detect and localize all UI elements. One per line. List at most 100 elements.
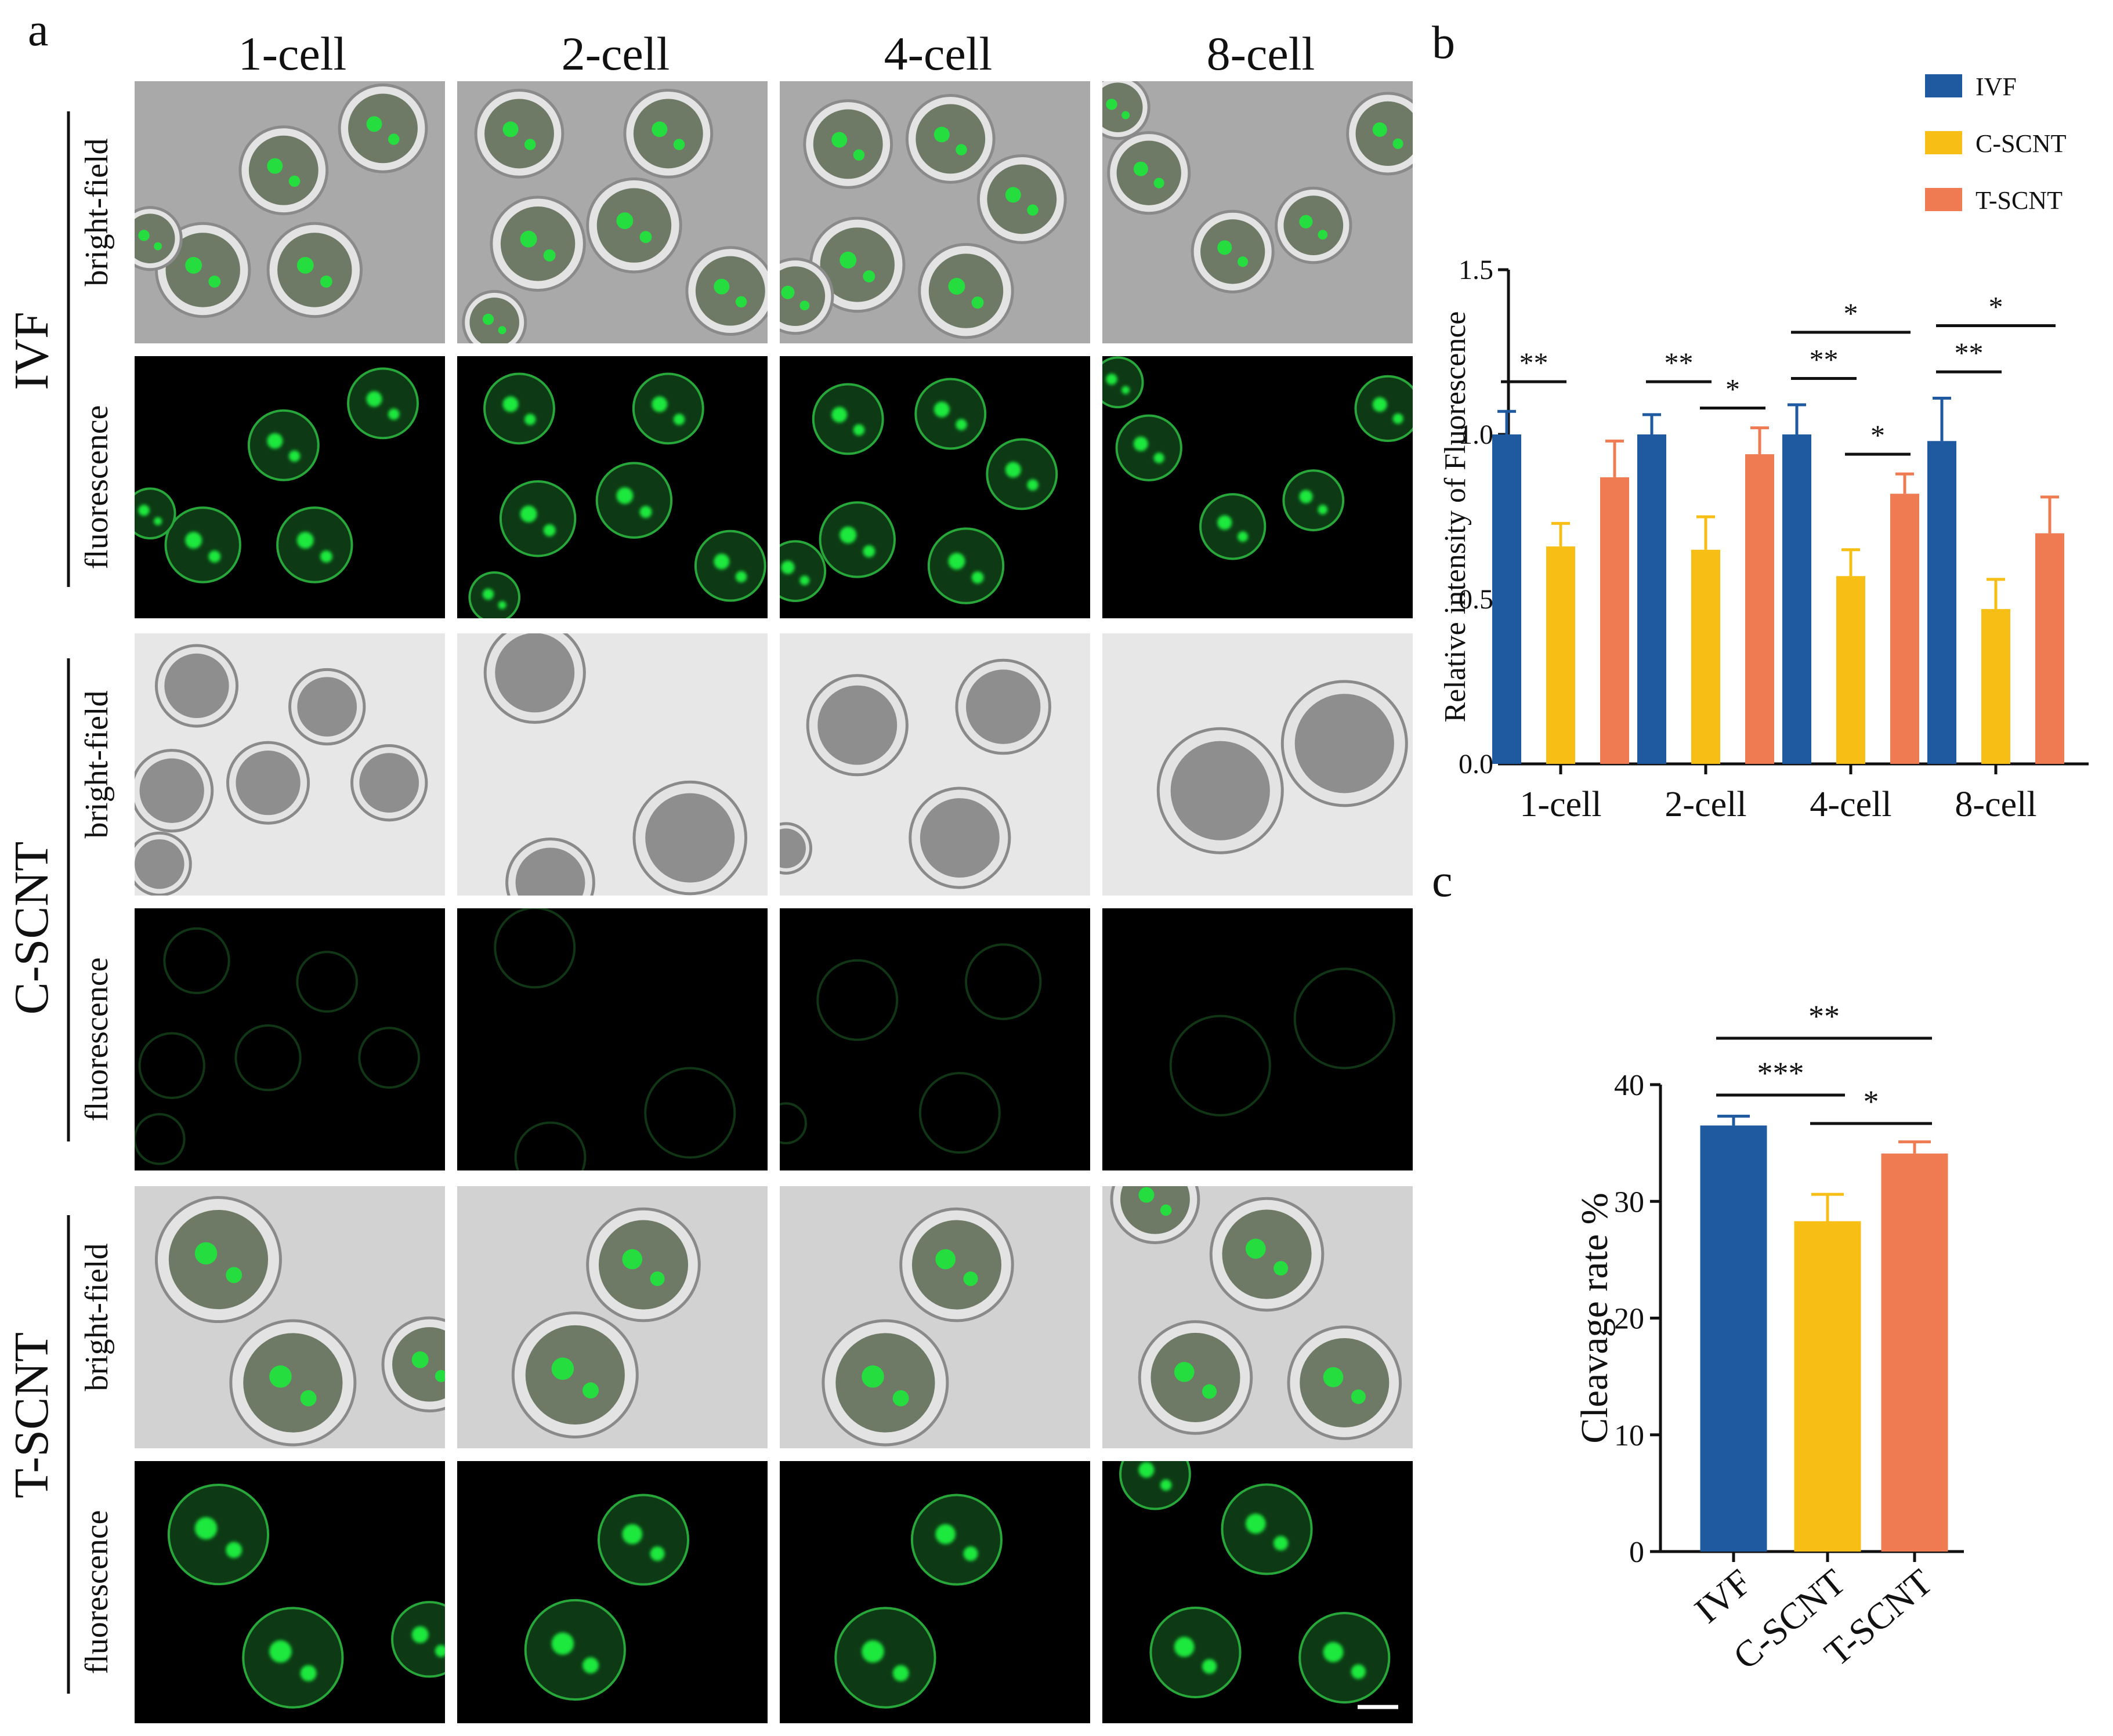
embryo-body bbox=[135, 839, 184, 889]
green-spot bbox=[1160, 1204, 1172, 1216]
embryo-body bbox=[525, 1325, 625, 1425]
fluorescent-embryo bbox=[247, 409, 320, 481]
fluorescent-spot bbox=[154, 517, 162, 525]
embryo-body bbox=[135, 213, 175, 263]
image-content bbox=[1169, 967, 1395, 1117]
green-spot bbox=[1202, 1384, 1217, 1399]
y-tick-label: 0.0 bbox=[1459, 749, 1493, 780]
embryo-body bbox=[695, 256, 765, 326]
significance-label: ** bbox=[1519, 346, 1548, 379]
fluorescent-spot bbox=[366, 391, 382, 407]
image-content bbox=[511, 1207, 701, 1438]
stage-label: 4-cell bbox=[884, 27, 993, 80]
fluorescent-spot bbox=[1138, 1462, 1155, 1478]
fluorescent-embryo bbox=[1282, 469, 1345, 531]
embryo-body bbox=[392, 1327, 445, 1402]
fluorescent-spot bbox=[963, 1546, 978, 1561]
faint-embryo-outline bbox=[816, 959, 899, 1041]
embryo-body bbox=[598, 1220, 689, 1310]
fluorescent-embryo bbox=[632, 372, 704, 445]
image-content bbox=[154, 1196, 445, 1447]
fluorescent-spot bbox=[388, 408, 400, 420]
green-spot bbox=[1372, 122, 1387, 137]
green-spot bbox=[185, 256, 202, 274]
image-content bbox=[462, 89, 768, 343]
stage-label: 1-cell bbox=[238, 27, 347, 80]
green-spot bbox=[366, 116, 382, 132]
fluorescent-spot bbox=[862, 1640, 884, 1663]
fluorescent-spot bbox=[956, 419, 967, 430]
significance-label: * bbox=[1725, 373, 1740, 405]
image-content bbox=[822, 1207, 1014, 1447]
fluorescent-embryo bbox=[468, 571, 520, 618]
fluorescent-embryo bbox=[834, 1607, 936, 1709]
embryo-body bbox=[495, 633, 575, 713]
brightfield-image bbox=[1102, 1186, 1413, 1448]
embryo-body bbox=[920, 798, 1000, 878]
embryo-body bbox=[1200, 219, 1265, 284]
fluorescent-embryo bbox=[1115, 414, 1182, 481]
fluorescent-spot bbox=[1299, 490, 1313, 503]
embryo-body bbox=[1150, 1332, 1240, 1422]
green-spot bbox=[840, 251, 857, 269]
embryo-body bbox=[243, 1333, 343, 1433]
image-content bbox=[780, 658, 1051, 889]
fluorescent-spot bbox=[1005, 462, 1021, 478]
green-spot bbox=[971, 296, 984, 309]
fluorescent-spot bbox=[673, 414, 685, 425]
embryo-body bbox=[277, 233, 352, 307]
fluorescence-image bbox=[1102, 356, 1413, 618]
green-spot bbox=[652, 121, 668, 137]
embryo-body bbox=[164, 653, 229, 719]
embryo-body bbox=[1222, 1209, 1312, 1299]
image-content bbox=[780, 943, 1042, 1154]
fluorescent-embryo bbox=[812, 383, 884, 455]
significance-label: * bbox=[1870, 419, 1885, 451]
stage-label: 8-cell bbox=[1207, 27, 1315, 80]
fluorescent-embryo bbox=[910, 1494, 1003, 1586]
x-tick-label: IVF bbox=[1687, 1561, 1759, 1631]
significance-label: * bbox=[1864, 1084, 1879, 1119]
embryo-body bbox=[633, 99, 703, 169]
image-content bbox=[834, 1494, 1003, 1709]
fluorescent-embryo bbox=[1199, 493, 1267, 560]
y-tick-label: 0.5 bbox=[1459, 584, 1493, 615]
fluorescent-spot bbox=[948, 553, 965, 570]
fluorescent-embryo bbox=[595, 462, 673, 539]
y-tick-label: 10 bbox=[1614, 1419, 1644, 1452]
brightfield-image bbox=[135, 633, 445, 896]
green-spot bbox=[1273, 1261, 1289, 1276]
green-spot bbox=[948, 278, 965, 295]
fluorescent-embryo bbox=[1102, 356, 1144, 408]
bar-ivf bbox=[1927, 441, 1956, 764]
fluorescent-spot bbox=[781, 560, 795, 574]
row-label-fluorescence: fluorescence bbox=[79, 405, 115, 570]
image-content bbox=[1102, 81, 1413, 293]
legend-label: T-SCNT bbox=[1975, 186, 2063, 215]
embryo-body bbox=[813, 109, 883, 179]
embryo-body bbox=[469, 298, 519, 343]
fluorescent-spot bbox=[934, 401, 950, 418]
green-spot bbox=[1351, 1389, 1366, 1404]
row-label-fluorescence: fluorescence bbox=[79, 958, 115, 1122]
x-tick-label: 8-cell bbox=[1955, 785, 2036, 824]
green-spot bbox=[673, 139, 685, 150]
fluorescent-spot bbox=[320, 550, 332, 563]
x-tick-label: 2-cell bbox=[1665, 785, 1746, 824]
fluorescent-spot bbox=[194, 1517, 218, 1540]
embryo-body bbox=[359, 753, 419, 813]
fluorescent-spot bbox=[185, 531, 202, 549]
embryo-body bbox=[1120, 1186, 1190, 1234]
fluorescent-embryo bbox=[927, 527, 1005, 604]
y-tick-label: 0 bbox=[1629, 1536, 1644, 1569]
embryo-body bbox=[780, 828, 806, 868]
green-spot bbox=[543, 249, 556, 262]
y-tick-label: 20 bbox=[1614, 1303, 1644, 1336]
fluorescent-spot bbox=[1133, 436, 1148, 451]
green-spot bbox=[1323, 1367, 1344, 1387]
chart-b-fluorescence: 0.0 0.5 1.0 1.5 Relative intensity of Fluore… bbox=[1439, 73, 2089, 824]
fluorescent-embryo bbox=[391, 1601, 445, 1678]
bar-c-scnt bbox=[1794, 1221, 1861, 1552]
embryo-body bbox=[1294, 694, 1394, 793]
